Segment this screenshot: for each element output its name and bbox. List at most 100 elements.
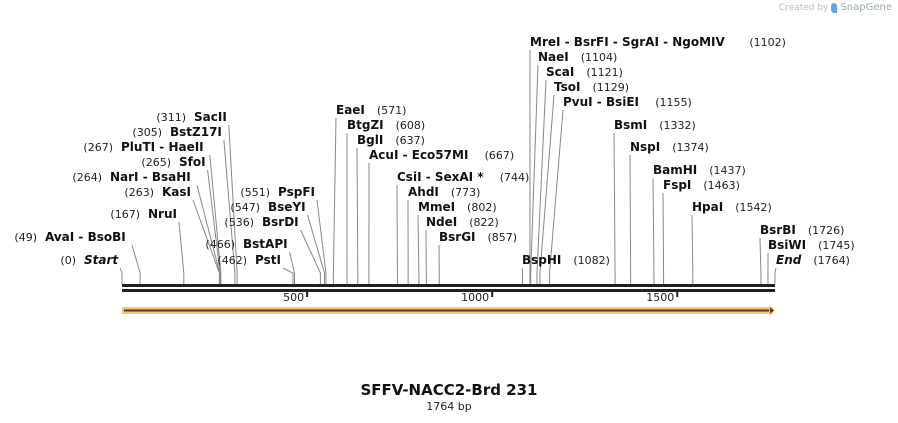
site-position: (0) [60,254,76,267]
site-position: (1082) [573,254,610,267]
site-connector [196,184,221,284]
restriction-site[interactable]: (263) KasI [124,185,191,199]
site-position: (1129) [592,81,629,94]
tick-label: 1500 [646,291,674,304]
restriction-site[interactable]: AhdI (773) [408,185,480,199]
site-name: Start [84,253,119,267]
site-connector [539,94,555,284]
restriction-site[interactable]: (311) SacII [156,110,226,124]
restriction-site[interactable]: BsmI (1332) [614,118,696,132]
backbone-bottom-strand [122,289,775,292]
site-name: BamHI [653,163,697,177]
site-connector [307,214,325,284]
site-name: NdeI [426,215,457,229]
restriction-site[interactable]: EaeI (571) [336,103,406,117]
site-name: MmeI [418,200,455,214]
site-connector [300,229,321,284]
site-name: NarI - BsaHI [110,170,191,184]
restriction-site[interactable]: (265) SfoI [141,155,205,169]
restriction-site[interactable]: End (1764) [776,253,850,267]
restriction-site[interactable]: NspI (1374) [630,140,709,154]
site-position: (536) [224,216,254,229]
site-labels: (0) Start (49) AvaI - BsoBI (167) NruI (263) Ka… [14,35,854,267]
site-position: (264) [72,171,102,184]
restriction-site[interactable]: MreI - BsrFI - SgrAI - NgoMIV (1102) [530,35,786,49]
site-connector [629,154,632,284]
sequence-length: 1764 bp [426,400,472,413]
restriction-site[interactable]: PvuI - BsiEI (1155) [563,95,692,109]
restriction-site[interactable]: (536) BsrDI [224,215,298,229]
restriction-site[interactable]: BtgZI (608) [347,118,425,132]
restriction-site[interactable]: NaeI (1104) [538,50,617,64]
restriction-site[interactable]: TsoI (1129) [554,80,629,94]
site-name: MreI - BsrFI - SgrAI - NgoMIV [530,35,726,49]
site-position: (311) [156,111,186,124]
restriction-site[interactable]: (466) BstAPI [205,237,287,251]
feature-arrow[interactable] [122,305,775,316]
site-connector [662,192,665,284]
site-connector [228,124,238,284]
restriction-site[interactable]: (267) PluTI - HaeII [83,140,203,154]
restriction-site[interactable]: (551) PspFI [240,185,315,199]
site-position: (1745) [818,239,855,252]
restriction-site[interactable]: BsrGI (857) [439,230,517,244]
scale-ticks: 500 1000 1500 [283,291,679,304]
sequence-backbone [122,284,775,292]
site-position: (167) [110,208,140,221]
site-connector [223,139,236,284]
restriction-site[interactable]: (167) NruI [110,207,177,221]
site-connector [613,132,616,284]
site-position: (1764) [813,254,850,267]
site-connector [207,169,221,284]
site-position: (571) [377,104,407,117]
site-name: HpaI [692,200,723,214]
restriction-site[interactable]: FspI (1463) [663,178,740,192]
site-connector [549,109,564,284]
site-position: (773) [451,186,481,199]
restriction-site[interactable]: MmeI (802) [418,200,497,214]
site-connector [209,154,222,284]
restriction-site[interactable]: HpaI (1542) [692,200,772,214]
site-position: (1332) [659,119,696,132]
site-connector [417,214,420,284]
arrow-head-inner-icon [770,307,774,314]
restriction-site[interactable]: BsrBI (1726) [760,223,844,237]
site-name: NspI [630,140,660,154]
restriction-site[interactable]: BamHI (1437) [653,163,746,177]
site-name: TsoI [554,80,580,94]
site-position: (305) [132,126,162,139]
restriction-site[interactable]: AcuI - Eco57MI (667) [369,148,514,162]
restriction-site[interactable]: (305) BstZ17I [132,125,221,139]
restriction-site[interactable]: BsiWI (1745) [768,238,855,252]
restriction-site[interactable]: ScaI (1121) [546,65,623,79]
restriction-site[interactable]: (264) NarI - BsaHI [72,170,190,184]
site-position: (744) [500,171,530,184]
site-connector [289,251,296,284]
site-position: (265) [141,156,171,169]
restriction-site[interactable]: CsiI - SexAI * (744) [397,170,529,184]
site-connector [316,199,327,284]
site-name: BglI [357,133,383,147]
site-name: NaeI [538,50,569,64]
backbone-top-strand [122,284,775,287]
restriction-site[interactable]: (49) AvaI - BsoBI [14,230,125,244]
site-connector [332,117,337,284]
restriction-site[interactable]: (0) Start [60,253,119,267]
site-name: End [776,253,802,267]
restriction-site[interactable]: NdeI (822) [426,215,499,229]
restriction-site[interactable]: BglI (637) [357,133,425,147]
site-name: NruI [148,207,177,221]
restriction-site[interactable]: BspHI (1082) [522,253,610,267]
site-connector [521,267,524,284]
restriction-site[interactable]: (462) PstI [217,253,281,267]
site-name: BsiWI [768,238,806,252]
site-position: (547) [230,201,260,214]
site-name: BtgZI [347,118,384,132]
site-position: (1121) [586,66,623,79]
site-position: (1726) [808,224,845,237]
site-position: (857) [488,231,518,244]
site-position: (608) [396,119,426,132]
restriction-site[interactable]: (547) BseYI [230,200,305,214]
site-name: FspI [663,178,691,192]
